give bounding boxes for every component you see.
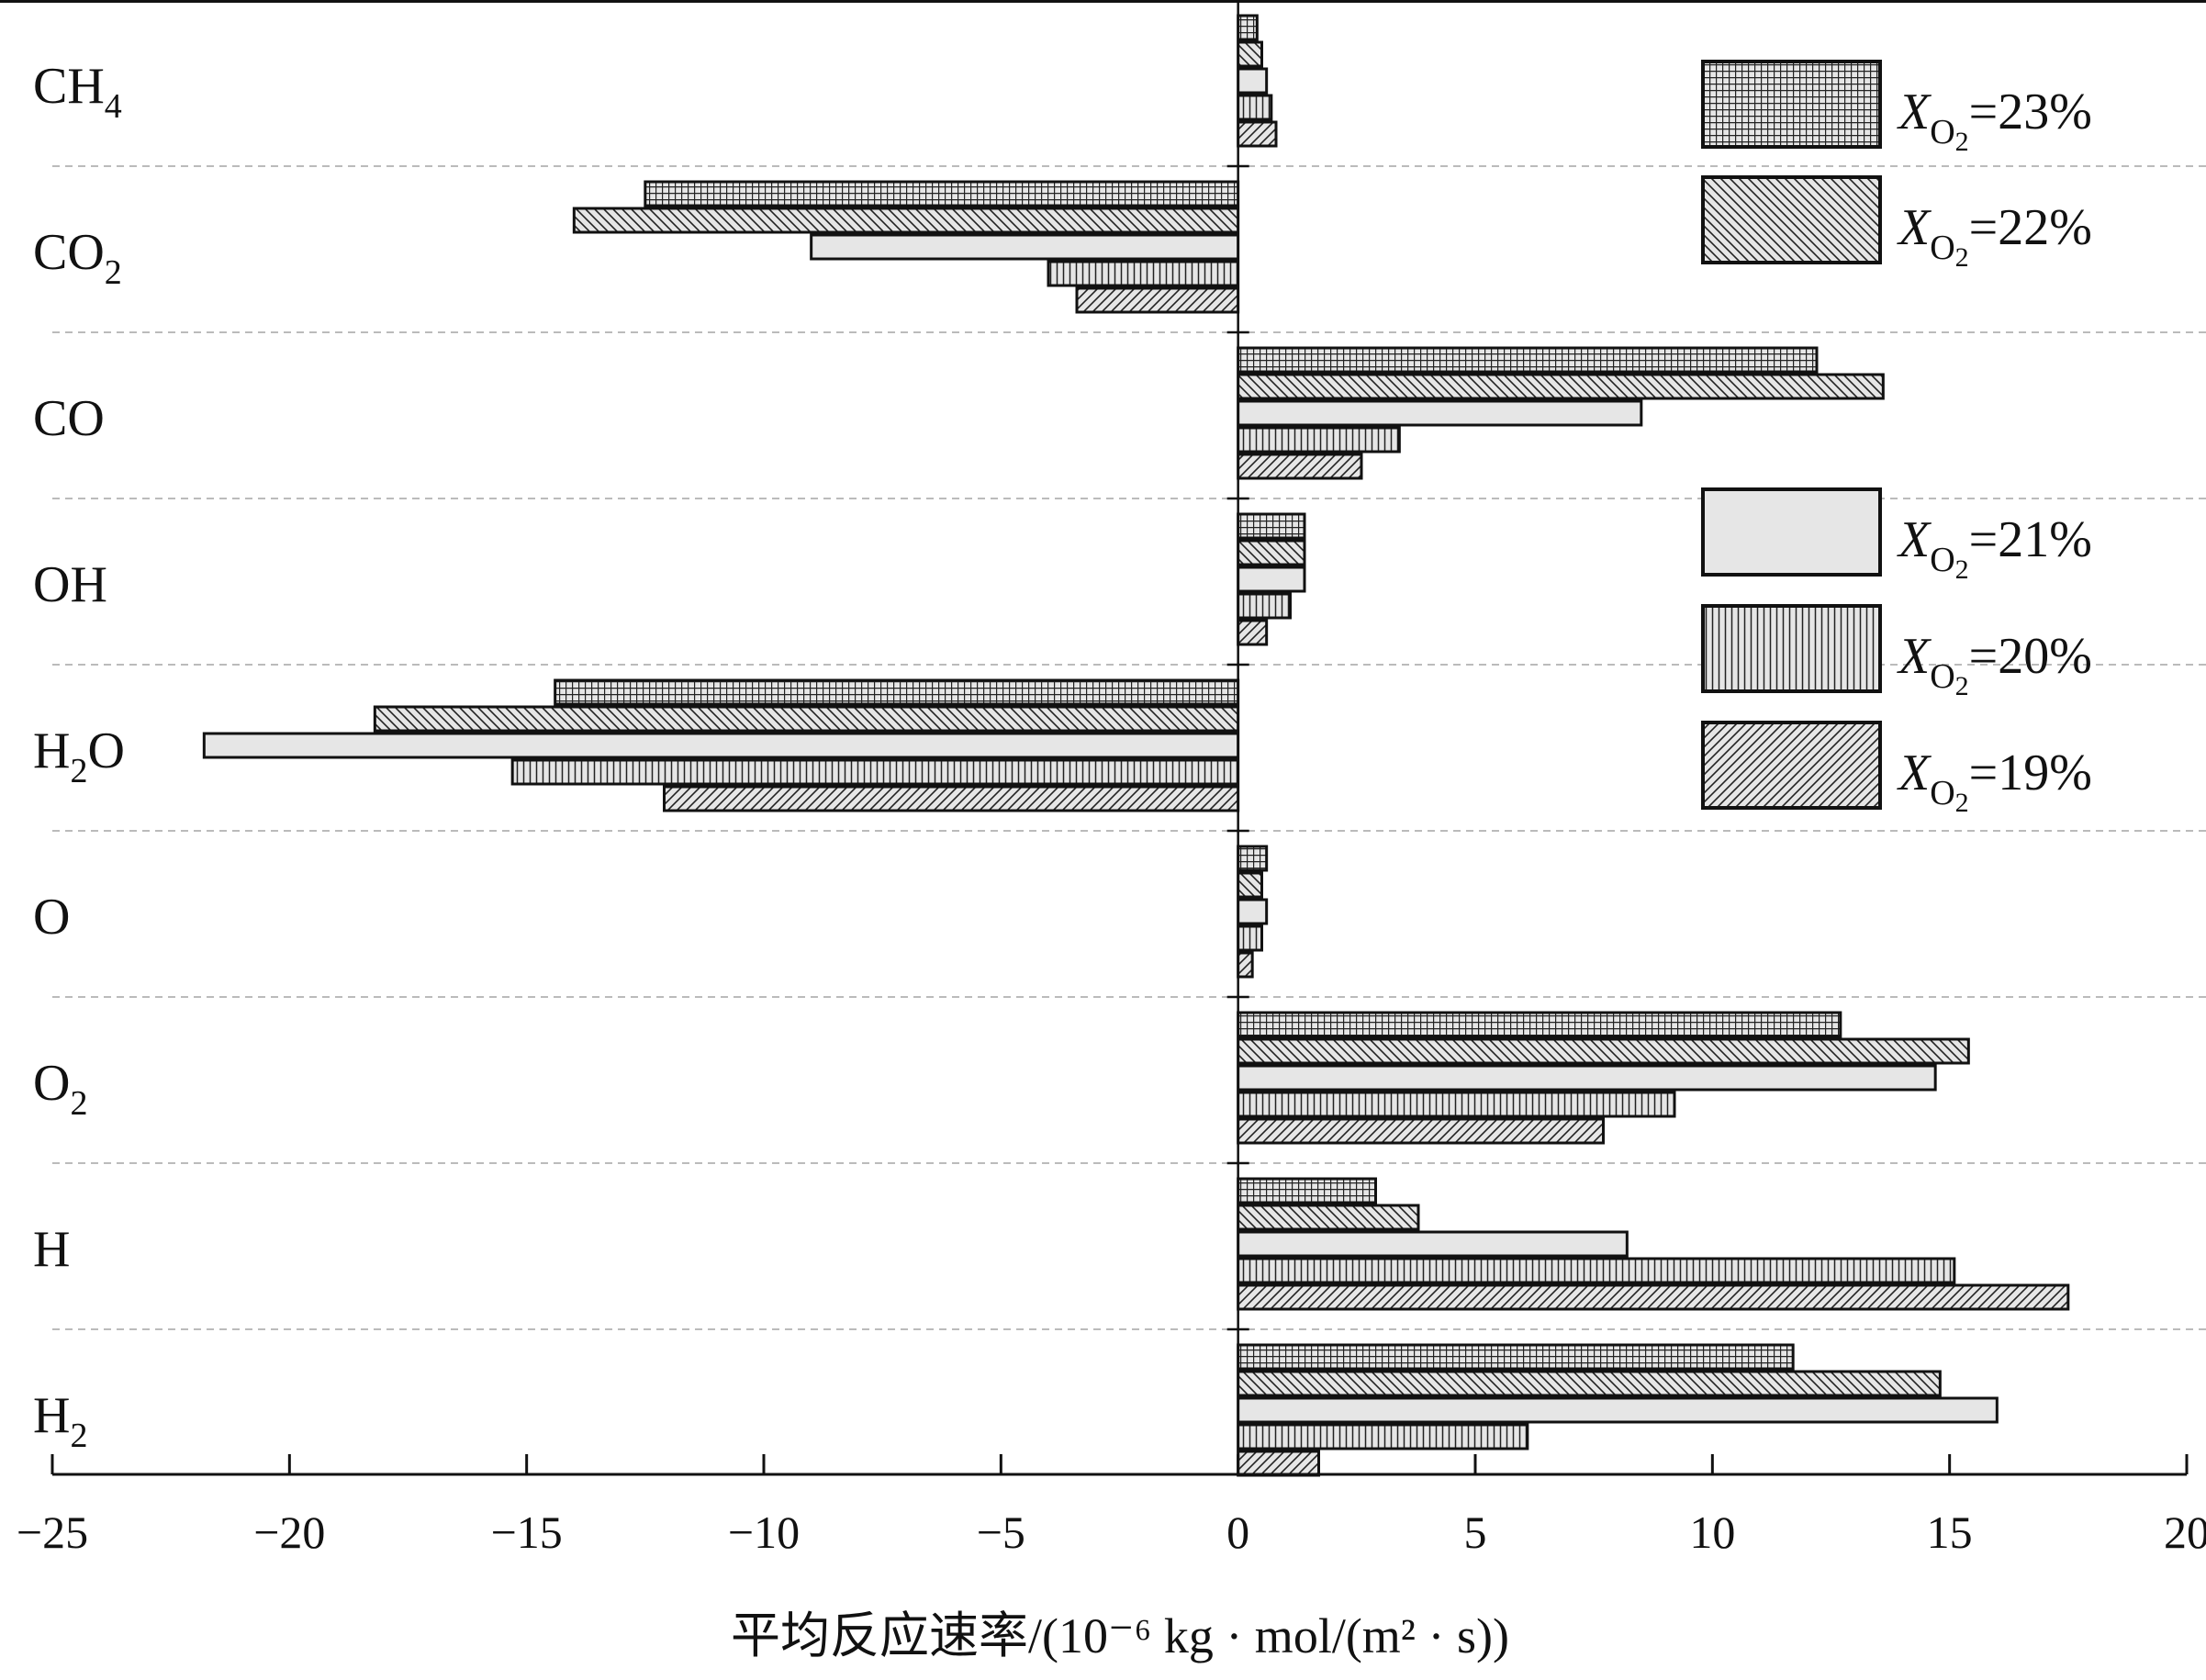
bar <box>1237 1423 1529 1450</box>
legend-label: XO2=21% <box>1897 511 2092 585</box>
category-label: O <box>33 889 70 946</box>
bar <box>663 785 1240 812</box>
x-tick-label: 0 <box>1226 1506 1249 1558</box>
bar <box>1237 1396 1999 1424</box>
bar <box>572 207 1240 234</box>
bar <box>1237 1204 1420 1231</box>
x-tick-label: −5 <box>977 1506 1025 1558</box>
bar <box>1237 94 1273 121</box>
category-label: CH4 <box>33 58 122 126</box>
legend-swatch <box>1701 721 1882 810</box>
bar <box>1237 399 1643 427</box>
bar <box>1075 286 1240 314</box>
x-tick-label: −15 <box>491 1506 563 1558</box>
bar <box>1237 592 1292 620</box>
bar <box>1237 40 1263 68</box>
bar <box>1237 1257 1956 1284</box>
bar <box>1237 120 1278 148</box>
bar <box>1237 1343 1795 1371</box>
x-tick-label: −10 <box>728 1506 800 1558</box>
x-tick-label: 10 <box>1689 1506 1735 1558</box>
x-tick-label: 15 <box>1927 1506 1973 1558</box>
bar <box>510 758 1240 786</box>
bar <box>1237 1283 2070 1311</box>
legend-swatch <box>1701 487 1882 577</box>
x-tick-label: −20 <box>253 1506 325 1558</box>
bar <box>1237 346 1819 374</box>
bar <box>1237 871 1263 899</box>
bar <box>1237 453 1363 480</box>
bar <box>1237 1370 1942 1397</box>
category-label: O2 <box>33 1055 87 1123</box>
bar <box>1237 67 1269 95</box>
legend-label: XO2=23% <box>1897 84 2092 157</box>
x-tick-label: −25 <box>17 1506 88 1558</box>
legend-swatch <box>1701 604 1882 693</box>
bar <box>554 678 1240 706</box>
bar <box>1237 512 1306 540</box>
bar <box>1237 1064 1937 1092</box>
bar <box>1237 1177 1377 1204</box>
x-tick-label: 20 <box>2164 1506 2206 1558</box>
legend-label: XO2=19% <box>1897 745 2092 818</box>
x-axis-title: 平均反应速率/(10⁻⁶ kg · mol/(m² · s)) <box>731 1608 1509 1663</box>
x-axis: −25 −20 −15 −10 −5 0 5 10 15 20 <box>17 1454 2206 1558</box>
bar <box>1237 14 1259 41</box>
x-tick-label: 5 <box>1464 1506 1487 1558</box>
bars <box>202 14 2070 1477</box>
category-label: H <box>33 1221 70 1278</box>
bar <box>1237 898 1269 925</box>
category-label: OH <box>33 556 107 613</box>
legend-swatch <box>1701 60 1882 149</box>
category-label: H2O <box>33 722 125 790</box>
bar <box>1237 373 1885 400</box>
bar <box>1237 566 1306 593</box>
bar <box>1237 619 1269 646</box>
category-label: CO <box>33 390 105 447</box>
zero-axis <box>1226 0 1249 1474</box>
bar <box>1237 951 1254 979</box>
bar <box>1237 539 1306 566</box>
legend-swatch <box>1701 175 1882 264</box>
bar <box>1047 260 1240 287</box>
category-labels: CH4 CO2 CO OH H2O O O2 H H2 <box>33 58 125 1455</box>
bar <box>810 233 1240 261</box>
bar <box>1237 1230 1629 1258</box>
bar <box>1237 845 1269 872</box>
legend-label: XO2=20% <box>1897 628 2092 701</box>
bar <box>202 732 1240 759</box>
bar <box>1237 1037 1970 1065</box>
bar <box>1237 1117 1605 1145</box>
category-label: CO2 <box>33 224 122 292</box>
bar <box>644 180 1240 207</box>
bar <box>1237 426 1401 454</box>
bar <box>1237 1011 1842 1038</box>
bar <box>1237 1091 1676 1118</box>
category-label: H2 <box>33 1387 87 1455</box>
bar <box>1237 1450 1320 1477</box>
legend: XO2=23% XO2=22% XO2=21% XO2=20% XO2=19% <box>1701 60 2092 818</box>
legend-label: XO2=22% <box>1897 199 2092 273</box>
bar <box>373 705 1240 733</box>
bar <box>1237 924 1263 952</box>
